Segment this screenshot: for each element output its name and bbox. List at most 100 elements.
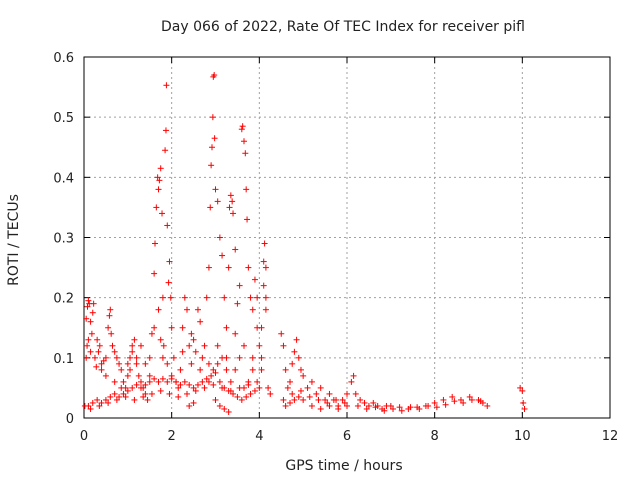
data-point: [244, 216, 251, 223]
data-point: [197, 366, 204, 373]
data-point: [129, 342, 136, 349]
data-point: [118, 384, 125, 391]
data-point: [350, 372, 357, 379]
data-point: [175, 393, 182, 400]
data-point: [167, 294, 174, 301]
data-point: [211, 135, 218, 142]
data-point: [159, 210, 166, 217]
data-point: [96, 342, 103, 349]
data-point: [280, 396, 287, 403]
data-point: [212, 396, 219, 403]
y-axis-label: ROTI / TECUs: [6, 194, 22, 286]
data-point: [221, 405, 228, 412]
data-point: [214, 360, 221, 367]
x-tick-label: 8: [431, 429, 439, 444]
y-tick-label: 0.2: [53, 292, 74, 307]
data-point: [116, 360, 123, 367]
data-point: [122, 393, 129, 400]
data-point: [175, 384, 182, 391]
data-point: [295, 393, 302, 400]
data-point: [142, 360, 149, 367]
data-point: [232, 366, 239, 373]
data-point: [88, 330, 95, 337]
data-point: [105, 324, 112, 331]
data-point: [146, 378, 153, 385]
data-point: [297, 366, 304, 373]
data-point: [352, 390, 359, 397]
data-point: [160, 342, 167, 349]
data-point: [124, 360, 131, 367]
data-point: [186, 381, 193, 388]
data-point: [519, 387, 526, 394]
data-point: [127, 366, 134, 373]
data-point: [84, 342, 91, 349]
data-point: [192, 387, 199, 394]
data-point: [135, 372, 142, 379]
data-point: [190, 336, 197, 343]
data-point: [361, 399, 368, 406]
data-point: [216, 234, 223, 241]
data-point: [166, 390, 173, 397]
data-point: [184, 306, 191, 313]
data-point: [113, 354, 120, 361]
data-point: [209, 114, 216, 121]
data-point: [162, 147, 169, 154]
data-point: [194, 381, 201, 388]
data-point: [155, 186, 162, 193]
data-point: [166, 258, 173, 265]
data-point: [245, 264, 252, 271]
data-point: [260, 258, 267, 265]
data-point: [157, 165, 164, 172]
data-point: [159, 354, 166, 361]
data-point: [466, 393, 473, 400]
data-point: [159, 294, 166, 301]
data-point: [94, 336, 101, 343]
y-tick-label: 0: [66, 412, 74, 427]
data-point: [107, 306, 114, 313]
data-point: [236, 282, 243, 289]
data-point: [308, 378, 315, 385]
data-point: [116, 393, 123, 400]
data-point: [90, 300, 97, 307]
data-point: [229, 198, 236, 205]
data-point: [433, 404, 440, 411]
data-point: [365, 402, 372, 409]
data-point: [477, 398, 484, 405]
data-point: [155, 306, 162, 313]
data-point: [100, 357, 107, 364]
data-point: [238, 126, 245, 133]
data-point: [208, 162, 215, 169]
data-point: [87, 348, 94, 355]
data-point: [152, 240, 159, 247]
data-point: [93, 363, 100, 370]
data-point: [315, 396, 322, 403]
data-point: [407, 404, 414, 411]
data-point: [243, 186, 250, 193]
data-point: [129, 348, 136, 355]
data-point: [129, 384, 136, 391]
data-point: [208, 144, 215, 151]
data-point: [381, 407, 388, 414]
data-point: [282, 366, 289, 373]
data-point: [197, 318, 204, 325]
data-point: [280, 342, 287, 349]
data-point: [258, 366, 265, 373]
data-point: [287, 399, 294, 406]
data-point: [219, 354, 226, 361]
data-point: [440, 396, 447, 403]
data-point: [96, 402, 103, 409]
data-point: [83, 315, 90, 322]
data-point: [165, 279, 172, 286]
data-point: [124, 387, 131, 394]
data-point: [203, 375, 210, 382]
x-tick-label: 12: [602, 429, 619, 444]
data-point: [118, 366, 125, 373]
data-point: [324, 399, 331, 406]
data-point: [89, 399, 96, 406]
data-point: [216, 378, 223, 385]
data-point: [326, 402, 333, 409]
data-point: [354, 402, 361, 409]
data-point: [300, 396, 307, 403]
data-point: [181, 294, 188, 301]
data-point: [245, 378, 252, 385]
